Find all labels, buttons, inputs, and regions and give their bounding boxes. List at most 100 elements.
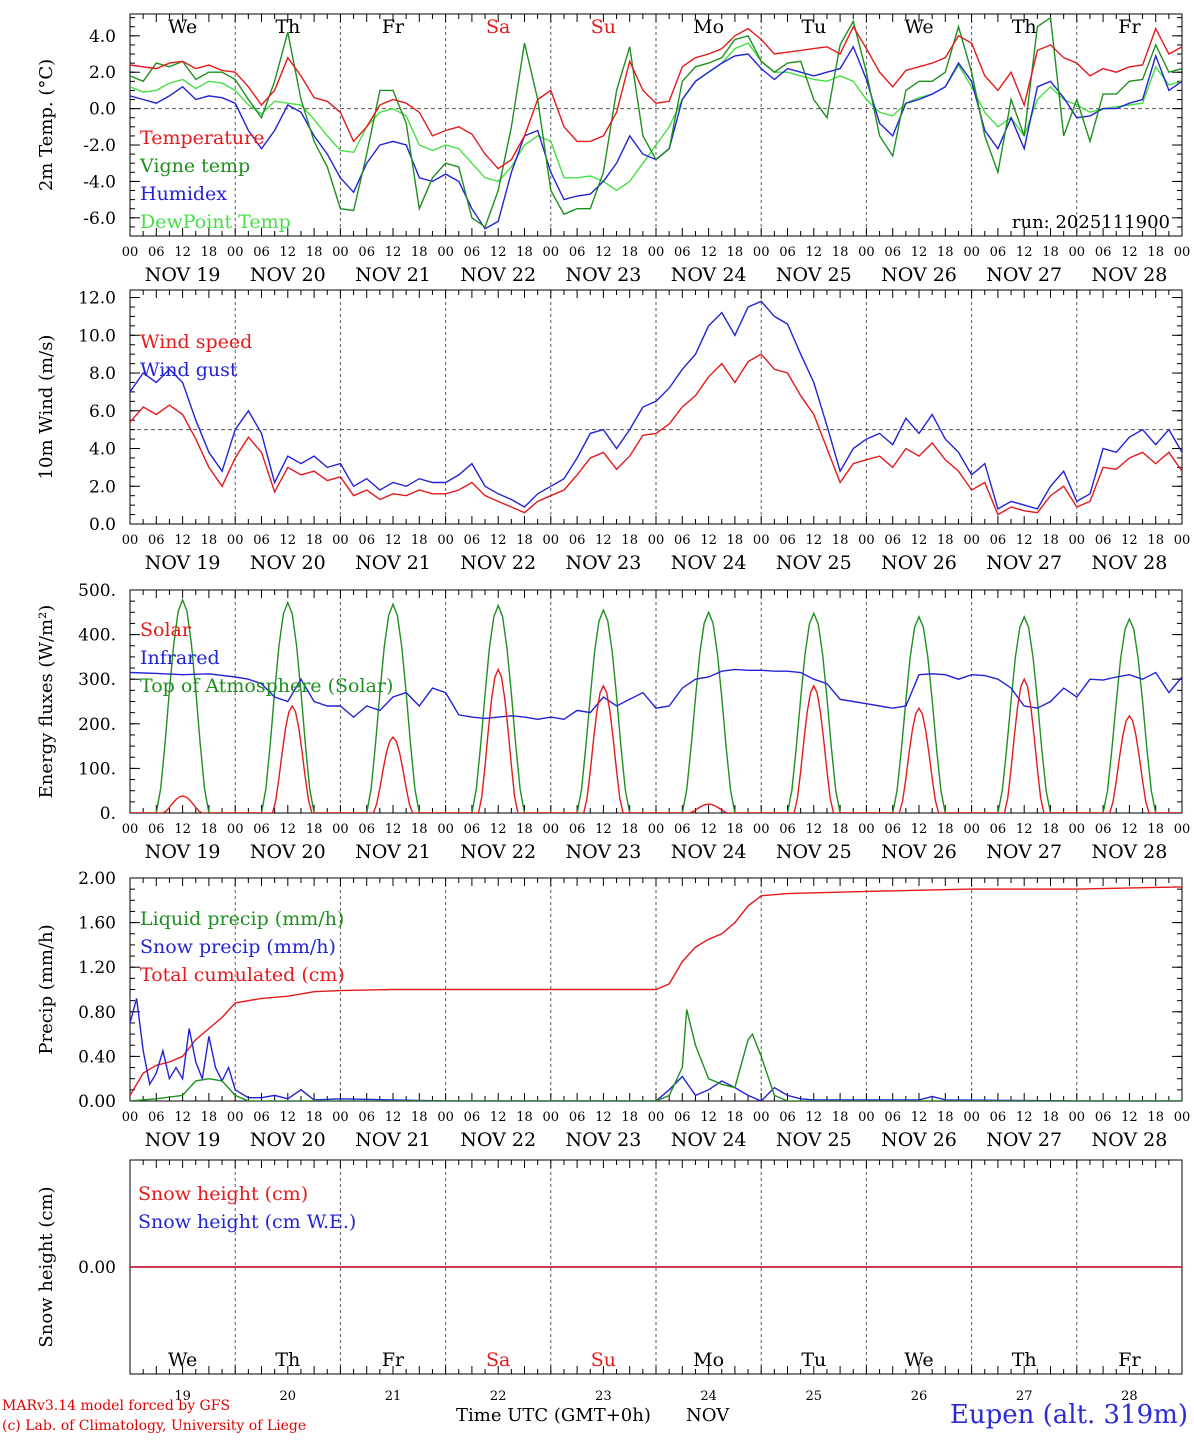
- hour-tick-label: 12: [806, 1110, 823, 1125]
- hour-tick-label: 06: [1095, 533, 1112, 548]
- hour-tick-label: 06: [253, 245, 270, 260]
- hour-tick-label: 18: [727, 245, 744, 260]
- series-line-solar: [130, 667, 1182, 813]
- hour-tick-label: 00: [858, 822, 875, 837]
- date-label: NOV 25: [776, 552, 852, 574]
- date-label: NOV 25: [776, 264, 852, 286]
- hour-tick-label: 06: [779, 245, 796, 260]
- legend-label: Liquid precip (mm/h): [140, 908, 344, 930]
- hour-tick-label: 18: [937, 533, 954, 548]
- hour-tick-label: 18: [621, 1110, 638, 1125]
- hour-tick-label: 00: [648, 822, 665, 837]
- day-number-label: 19: [174, 1389, 191, 1404]
- hour-tick-label: 00: [1174, 822, 1191, 837]
- panel-energy: 0. 100. 200. 300. 400. 500. Energy fluxes (W/m…: [36, 581, 1190, 863]
- date-label: NOV 27: [986, 841, 1062, 863]
- y-tick-label: 300.: [78, 670, 116, 690]
- hour-tick-label: 18: [937, 1110, 954, 1125]
- weekday-label: We: [168, 16, 197, 38]
- hour-tick-label: 12: [595, 245, 612, 260]
- day-number-label: 20: [280, 1389, 297, 1404]
- date-label: NOV 27: [986, 552, 1062, 574]
- hour-tick-label: 12: [1121, 245, 1138, 260]
- hour-tick-label: 06: [358, 1110, 375, 1125]
- date-label: NOV 24: [671, 841, 747, 863]
- date-label: NOV 21: [355, 552, 431, 574]
- panel-snow: 0.00 Snow height (cm) We 19 Th 20 Fr 21 Sa 22 Su 23…: [36, 1159, 1183, 1404]
- hour-tick-label: 12: [806, 245, 823, 260]
- hour-tick-label: 00: [1174, 245, 1191, 260]
- hour-tick-label: 06: [464, 1110, 481, 1125]
- legend-label: Infrared: [140, 647, 220, 669]
- hour-tick-label: 12: [595, 1110, 612, 1125]
- y-tick-label: 2.00: [78, 869, 116, 889]
- date-label: NOV 22: [460, 841, 536, 863]
- hour-tick-label: 12: [911, 1110, 928, 1125]
- hour-tick-label: 06: [990, 1110, 1007, 1125]
- legend-label: Top of Atmosphere (Solar): [140, 675, 393, 697]
- y-axis-label: Energy fluxes (W/m²): [36, 605, 57, 799]
- hour-tick-label: 12: [595, 822, 612, 837]
- hour-tick-label: 06: [148, 245, 165, 260]
- panel-wind: 0.0 2.0 4.0 6.0 8.0 10.0 12.0 10m Wind (m/s) 00 0…: [36, 289, 1190, 574]
- hour-tick-label: 06: [358, 533, 375, 548]
- weekday-label: Th: [1012, 1349, 1037, 1371]
- date-label: NOV 22: [460, 1129, 536, 1151]
- hour-tick-label: 00: [227, 822, 244, 837]
- hour-tick-label: 00: [332, 245, 349, 260]
- hour-tick-label: 18: [306, 245, 323, 260]
- weekday-label: Su: [591, 1349, 616, 1371]
- hour-tick-label: 00: [1174, 1110, 1191, 1125]
- hour-tick-label: 00: [753, 1110, 770, 1125]
- y-tick-label: 400.: [78, 626, 116, 646]
- hour-tick-label: 06: [358, 822, 375, 837]
- day-number-label: 26: [911, 1389, 928, 1404]
- hour-tick-label: 06: [674, 1110, 691, 1125]
- hour-tick-label: 12: [1016, 822, 1033, 837]
- hour-tick-label: 00: [1174, 533, 1191, 548]
- y-tick-label: 6.0: [89, 402, 116, 422]
- hour-tick-label: 00: [858, 533, 875, 548]
- hour-tick-label: 00: [332, 822, 349, 837]
- hour-tick-label: 00: [648, 245, 665, 260]
- date-label: NOV 24: [671, 1129, 747, 1151]
- hour-tick-label: 12: [700, 533, 717, 548]
- hour-tick-label: 18: [411, 245, 428, 260]
- series-line-vigne-temp: [130, 16, 1182, 228]
- y-tick-label: 0.80: [78, 1003, 116, 1023]
- y-tick-label: 8.0: [89, 364, 116, 384]
- hour-tick-label: 18: [621, 245, 638, 260]
- hour-tick-label: 18: [1042, 533, 1059, 548]
- date-label: NOV 19: [145, 264, 221, 286]
- hour-tick-label: 00: [227, 533, 244, 548]
- hour-tick-label: 18: [201, 1110, 218, 1125]
- weekday-label: We: [168, 1349, 197, 1371]
- hour-tick-label: 12: [700, 822, 717, 837]
- hour-tick-label: 18: [1147, 822, 1164, 837]
- hour-tick-label: 12: [1121, 822, 1138, 837]
- series-line-snow-precip-mm-h: [130, 998, 1182, 1101]
- hour-tick-label: 00: [437, 1110, 454, 1125]
- date-label: NOV 26: [881, 841, 957, 863]
- weekday-label: Fr: [382, 16, 405, 38]
- hour-tick-label: 00: [437, 533, 454, 548]
- y-tick-label: 4.0: [89, 440, 116, 460]
- hour-tick-label: 06: [884, 245, 901, 260]
- y-tick-label: 0.40: [78, 1047, 116, 1067]
- date-label: NOV 27: [986, 1129, 1062, 1151]
- hour-tick-label: 12: [806, 533, 823, 548]
- hour-tick-label: 00: [122, 1110, 139, 1125]
- date-label: NOV 26: [881, 552, 957, 574]
- y-tick-label: -2.0: [83, 136, 116, 156]
- date-label: NOV 21: [355, 264, 431, 286]
- y-tick-label: 1.60: [78, 914, 116, 934]
- date-label: NOV 24: [671, 552, 747, 574]
- hour-tick-label: 12: [280, 1110, 297, 1125]
- day-number-label: 25: [806, 1389, 823, 1404]
- day-number-label: 22: [490, 1389, 507, 1404]
- hour-tick-label: 12: [1121, 1110, 1138, 1125]
- hour-tick-label: 00: [858, 1110, 875, 1125]
- weekday-label: We: [904, 1349, 933, 1371]
- hour-tick-label: 12: [1016, 533, 1033, 548]
- panel-temperature: -6.0 -4.0 -2.0 0.0 2.0 4.0 2m Temp. (°C) 00 06 12…: [36, 13, 1191, 286]
